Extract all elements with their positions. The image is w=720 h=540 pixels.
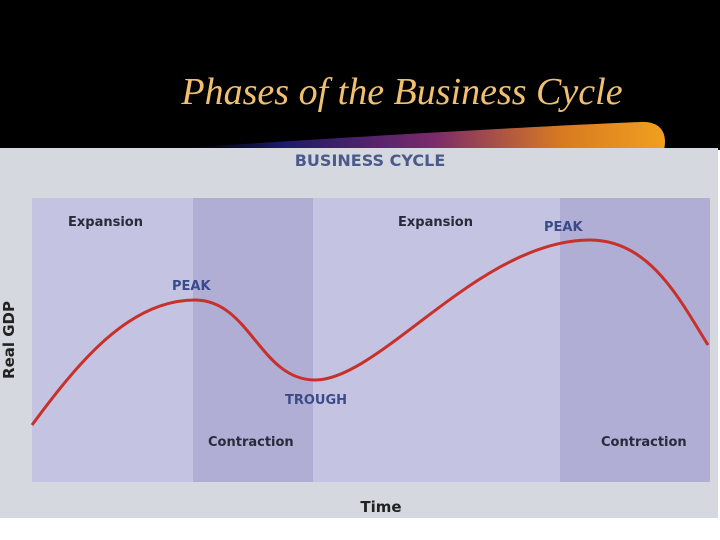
phase-label: Contraction [601, 435, 687, 450]
slide-title: Phases of the Business Cycle [180, 71, 622, 113]
expansion-band [313, 198, 560, 482]
point-label: TROUGH [285, 393, 347, 408]
point-label: PEAK [544, 220, 583, 235]
figure-title: BUSINESS CYCLE [295, 151, 446, 170]
expansion-band [32, 198, 193, 482]
y-axis-label: Real GDP [0, 301, 18, 379]
swoosh [150, 121, 665, 150]
x-axis-label: Time [360, 498, 401, 516]
contraction-band [560, 198, 710, 482]
cycle-curve [30, 238, 710, 426]
phase-label: Expansion [398, 215, 473, 230]
phase-label: Expansion [68, 215, 143, 230]
point-label: PEAK [172, 279, 211, 294]
phase-label: Contraction [208, 435, 294, 450]
contraction-band [193, 198, 313, 482]
